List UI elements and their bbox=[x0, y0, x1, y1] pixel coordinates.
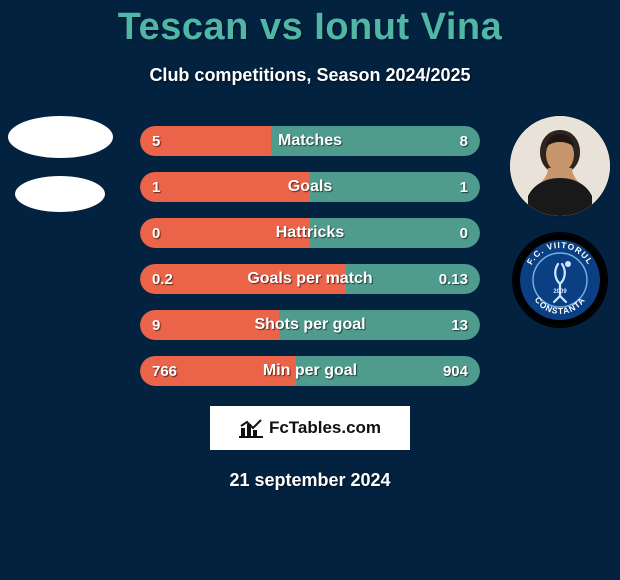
stat-value-right: 904 bbox=[443, 363, 468, 380]
person-icon bbox=[510, 116, 610, 216]
footer-brand-badge: FcTables.com bbox=[210, 406, 410, 450]
content-area: F.C. VIITORUL CONSTANTA 2009 5Matches81G… bbox=[0, 110, 620, 491]
stat-label: Goals bbox=[140, 178, 480, 196]
right-player-column: F.C. VIITORUL CONSTANTA 2009 bbox=[500, 116, 620, 326]
player-left-club-placeholder bbox=[15, 176, 105, 212]
stat-value-right: 8 bbox=[460, 133, 468, 150]
stat-row: 0.2Goals per match0.13 bbox=[140, 264, 480, 294]
stat-row: 9Shots per goal13 bbox=[140, 310, 480, 340]
footer-brand-text: FcTables.com bbox=[269, 418, 381, 438]
stat-value-right: 13 bbox=[451, 317, 468, 334]
player-right-name: Ionut Vina bbox=[314, 6, 502, 48]
stat-row: 5Matches8 bbox=[140, 126, 480, 156]
stat-label: Goals per match bbox=[140, 270, 480, 288]
stat-label: Min per goal bbox=[140, 362, 480, 380]
stat-row: 0Hattricks0 bbox=[140, 218, 480, 248]
club-badge-icon: F.C. VIITORUL CONSTANTA 2009 bbox=[514, 234, 606, 326]
chart-icon bbox=[239, 418, 263, 438]
svg-text:2009: 2009 bbox=[553, 289, 567, 295]
page-title: Tescan vs Ionut Vina bbox=[0, 0, 620, 49]
subtitle: Club competitions, Season 2024/2025 bbox=[0, 65, 620, 86]
footer-date: 21 september 2024 bbox=[0, 470, 620, 491]
stat-row: 1Goals1 bbox=[140, 172, 480, 202]
stat-label: Matches bbox=[140, 132, 480, 150]
stat-value-right: 0 bbox=[460, 225, 468, 242]
stats-bars: 5Matches8 1Goals1 0Hattricks0 0.2Goals per … bbox=[140, 110, 480, 386]
stat-row: 766Min per goal904 bbox=[140, 356, 480, 386]
player-left-name: Tescan bbox=[118, 6, 249, 48]
stat-label: Hattricks bbox=[140, 224, 480, 242]
player-right-club-badge: F.C. VIITORUL CONSTANTA 2009 bbox=[514, 234, 606, 326]
vs-text: vs bbox=[260, 6, 303, 48]
left-player-column bbox=[0, 116, 120, 212]
player-left-avatar-placeholder bbox=[8, 116, 113, 158]
player-right-avatar bbox=[510, 116, 610, 216]
stat-label: Shots per goal bbox=[140, 316, 480, 334]
stat-value-right: 1 bbox=[460, 179, 468, 196]
stat-value-right: 0.13 bbox=[439, 271, 468, 288]
